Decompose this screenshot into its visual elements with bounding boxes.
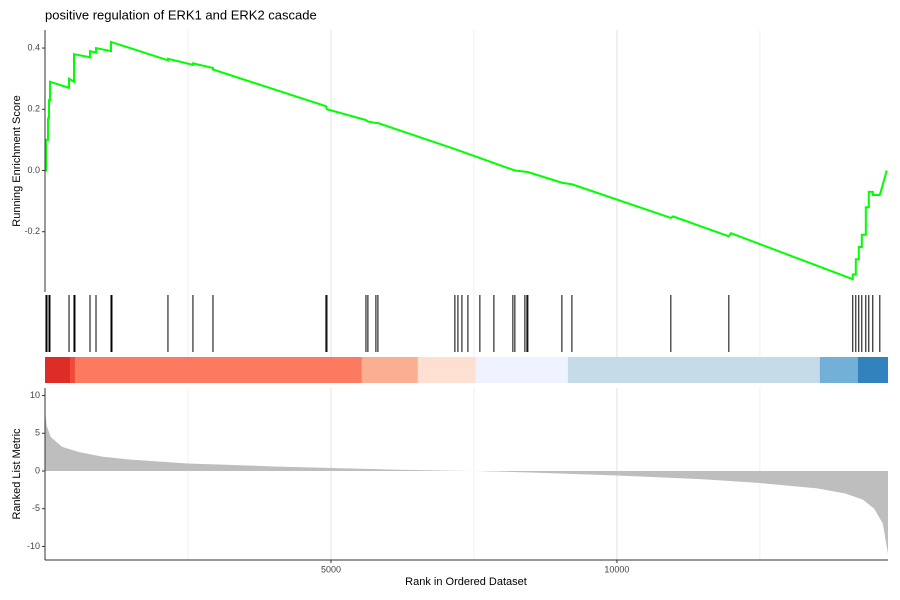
y-tick-label: 5: [35, 428, 40, 438]
y-tick-label: -0.2: [24, 226, 40, 236]
y-tick-label: 0.4: [27, 42, 40, 52]
heat-band: [74, 357, 362, 383]
heat-band: [361, 357, 418, 383]
y-tick-label: -5: [32, 503, 40, 513]
y-tick-label: -10: [27, 541, 40, 551]
enrichment-line: [44, 40, 888, 281]
heat-band: [857, 357, 888, 383]
y-axis-label: Running Enrichment Score: [11, 95, 23, 226]
x-axis-label: Rank in Ordered Dataset: [405, 576, 527, 588]
x-tick-label: 10000: [604, 564, 629, 574]
y-axis-label: Ranked List Metric: [11, 428, 23, 520]
y-tick-label: 0.0: [27, 165, 40, 175]
heat-band: [567, 357, 820, 383]
chart-title: positive regulation of ERK1 and ERK2 cas…: [45, 7, 317, 22]
x-tick-label: 5000: [321, 564, 341, 574]
y-tick-label: 10: [30, 390, 40, 400]
heat-band: [475, 357, 568, 383]
metric-area: [45, 410, 888, 554]
y-tick-label: 0: [35, 465, 40, 475]
heat-band: [819, 357, 858, 383]
y-tick-label: 0.2: [27, 104, 40, 114]
heat-band: [45, 357, 70, 383]
heat-band: [417, 357, 476, 383]
heat-band: [69, 357, 75, 383]
